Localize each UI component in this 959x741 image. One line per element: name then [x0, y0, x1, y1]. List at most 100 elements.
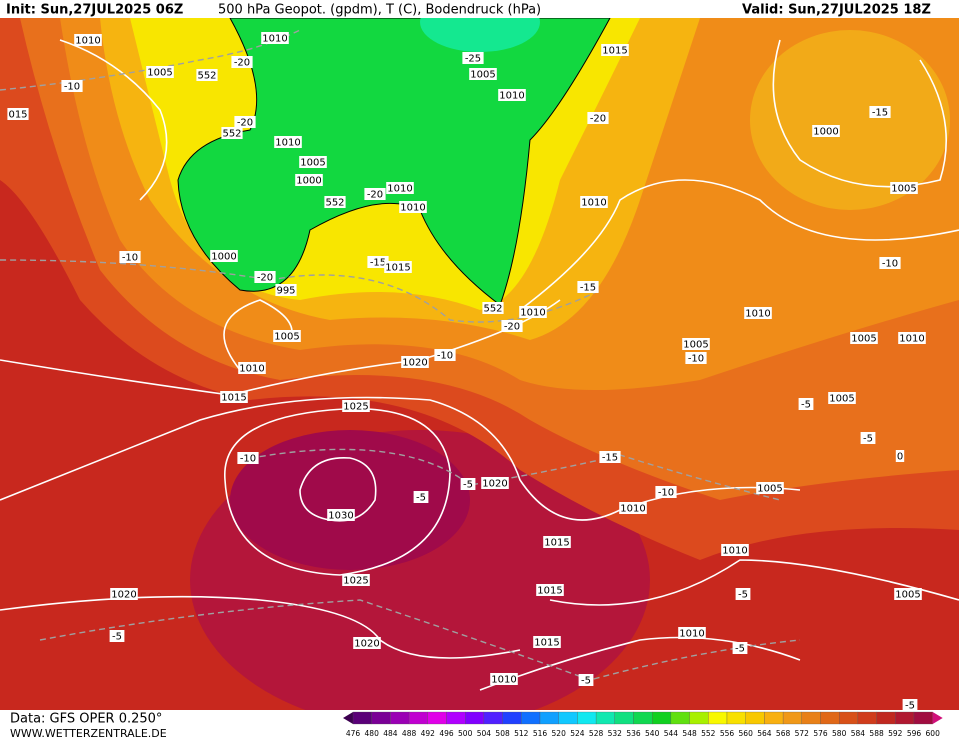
legend-swatch [652, 711, 672, 725]
contour-label: -10 [882, 259, 898, 270]
contour-label-box [220, 391, 248, 403]
legend-label: 576 [813, 729, 828, 738]
contour-label-box [110, 588, 138, 600]
contour-label: 1005 [757, 484, 782, 495]
legend-swatch [633, 711, 653, 725]
contour-label-box [850, 332, 878, 344]
isotherm [239, 448, 781, 501]
legend-label: 484 [383, 729, 398, 738]
legend-swatch [726, 711, 746, 725]
legend-swatch [670, 711, 690, 725]
contour-label: 1010 [899, 334, 924, 345]
contour-label: -10 [688, 354, 704, 365]
contour-label-box [434, 349, 456, 361]
isobar [0, 299, 561, 396]
legend-swatch [913, 711, 933, 725]
contour-label-box [519, 306, 547, 318]
contour-label-box [482, 302, 504, 314]
contour-label: -15 [370, 258, 386, 269]
contour-label-box [61, 80, 83, 92]
header-bar [0, 0, 959, 18]
contour-label: 995 [276, 286, 295, 297]
contour-label: 1005 [470, 70, 495, 81]
contour-label: 1000 [813, 127, 838, 138]
contour-label: 1005 [274, 332, 299, 343]
legend-label: 512 [514, 729, 529, 738]
contour-label: 1010 [520, 308, 545, 319]
contour-label-box [221, 127, 243, 139]
contour-label-box [109, 630, 125, 642]
legend-swatch [427, 711, 447, 725]
contour-label: -5 [738, 590, 748, 601]
isobar [223, 299, 293, 371]
contour-label: 1010 [387, 184, 412, 195]
contour-label-box [898, 332, 926, 344]
contour-label-box [577, 281, 599, 293]
legend-label: 508 [495, 729, 510, 738]
contour-label-box [275, 284, 297, 296]
contour-label: 1010 [679, 629, 704, 640]
contour-label-box [273, 330, 301, 342]
contour-label-box [324, 196, 346, 208]
contour-label: 1005 [683, 340, 708, 351]
legend-label: 540 [645, 729, 660, 738]
contour-label: -15 [602, 453, 618, 464]
contour-label-box [599, 451, 621, 463]
contour-label-box [895, 450, 905, 462]
contour-label: -20 [367, 190, 383, 201]
contour-label-box [587, 112, 609, 124]
contour-label-box [462, 52, 484, 64]
legend-label: 480 [365, 729, 380, 738]
contour-label-box [578, 674, 594, 686]
contour-label-box [536, 584, 564, 596]
contour-label-box [119, 251, 141, 263]
contour-label-box [237, 452, 259, 464]
legend-swatch [595, 711, 615, 725]
contour-label: -10 [658, 488, 674, 499]
legend-swatch [483, 711, 503, 725]
contour-label-box [384, 261, 412, 273]
field-warm-blob [750, 30, 950, 210]
contour-label: 015 [8, 110, 27, 121]
isobar [772, 39, 948, 188]
contour-label: 1005 [891, 184, 916, 195]
contour-label-box [231, 56, 253, 68]
contour-label: -15 [580, 283, 596, 294]
contour-label: 552 [483, 304, 502, 315]
legend-label: 592 [888, 729, 903, 738]
isobar [479, 636, 801, 691]
map-title: 500 hPa Geopot. (gpdm), T (C), Bodendruc… [218, 3, 541, 18]
legend-swatch [839, 711, 859, 725]
contour-label: -20 [237, 118, 253, 129]
contour-label: 1025 [343, 402, 368, 413]
contour-label-box [721, 544, 749, 556]
legend-arrow-right [932, 712, 943, 724]
legend-label: 596 [907, 729, 922, 738]
contour-label: 1005 [895, 590, 920, 601]
contour-label: 1000 [211, 252, 236, 263]
legend-label: 548 [682, 729, 697, 738]
isobar [519, 179, 959, 311]
legend-label: 584 [851, 729, 866, 738]
contour-label-box [902, 699, 918, 711]
contour-label: 1010 [400, 203, 425, 214]
legend-swatch [876, 711, 896, 725]
contour-label-box [74, 34, 102, 46]
legend-label: 564 [757, 729, 772, 738]
website: WWW.WETTERZENTRALE.DE [10, 727, 167, 740]
contour-label-box [399, 201, 427, 213]
contour-label: 1030 [328, 511, 353, 522]
legend-label: 536 [626, 729, 641, 738]
contour-label-box [894, 588, 922, 600]
contour-label-box [580, 196, 608, 208]
legend-swatch [895, 711, 915, 725]
legend-label: 524 [570, 729, 585, 738]
valid-time: Valid: Sun,27JUL2025 18Z [742, 3, 931, 18]
contour-label-box [327, 509, 355, 521]
legend-swatch [502, 711, 522, 725]
field-dark-crimson [230, 430, 470, 570]
contour-label-box [234, 116, 256, 128]
isotherm [0, 259, 601, 323]
contour-label: 1025 [343, 576, 368, 587]
